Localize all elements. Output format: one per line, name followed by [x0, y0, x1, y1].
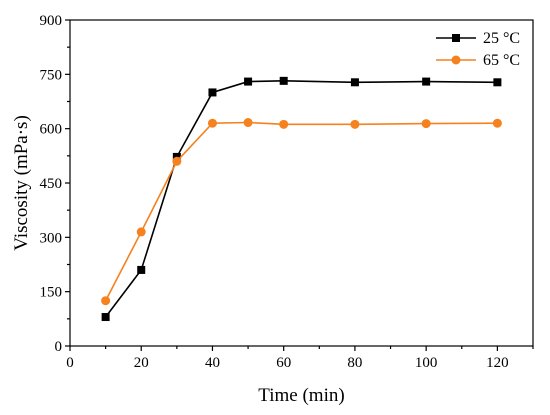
- axes-layer: 0 20 40 60 80 100 120 0 150 300 450 600 750 900: [40, 13, 534, 371]
- y-tick-label: 300: [40, 230, 63, 246]
- series-1: [101, 118, 502, 306]
- y-tick-label: 150: [40, 285, 63, 301]
- series-line: [104, 121, 498, 302]
- x-tick-label: 20: [134, 355, 149, 371]
- data-point: [101, 313, 110, 322]
- data-point: [244, 77, 253, 86]
- data-point: [493, 78, 502, 87]
- plot-area: [69, 19, 534, 347]
- x-tick-label: 100: [415, 355, 438, 371]
- series-line: [104, 80, 498, 318]
- legend-label: 65 °C: [483, 52, 520, 69]
- data-point: [279, 76, 288, 85]
- data-point: [422, 77, 431, 86]
- data-point: [243, 118, 253, 128]
- data-point: [208, 88, 217, 97]
- x-tick-label: 60: [276, 355, 291, 371]
- legend-entry: 25 °C: [436, 30, 520, 47]
- x-tick-label: 40: [205, 355, 220, 371]
- data-point: [101, 296, 111, 306]
- x-tick-label: 120: [486, 355, 509, 371]
- data-point: [279, 119, 289, 129]
- series-layer: [101, 76, 502, 322]
- legend-label: 25 °C: [483, 30, 520, 47]
- y-axis-title: Viscosity (mPa·s): [11, 115, 32, 251]
- data-point: [350, 119, 360, 129]
- x-tick-label: 80: [347, 355, 362, 371]
- x-tick-label: 0: [66, 355, 74, 371]
- series-0: [101, 76, 502, 322]
- data-point: [350, 78, 359, 87]
- plot-frame: [69, 19, 534, 347]
- y-tick-label: 0: [55, 339, 63, 355]
- legend-entry: 65 °C: [436, 52, 520, 69]
- legend: 25 °C 65 °C: [436, 30, 520, 69]
- legend-marker: [452, 34, 460, 42]
- y-tick-label: 450: [40, 176, 63, 192]
- data-point: [207, 118, 217, 128]
- y-tick-label: 600: [40, 122, 63, 138]
- y-tick-label: 900: [40, 13, 63, 29]
- data-point: [172, 156, 182, 166]
- x-axis-title: Time (min): [258, 385, 344, 406]
- y-tick-label: 750: [40, 67, 63, 83]
- data-point: [136, 227, 146, 237]
- data-point: [421, 119, 431, 129]
- data-point: [137, 265, 146, 274]
- data-point: [492, 118, 502, 128]
- legend-marker: [451, 55, 461, 65]
